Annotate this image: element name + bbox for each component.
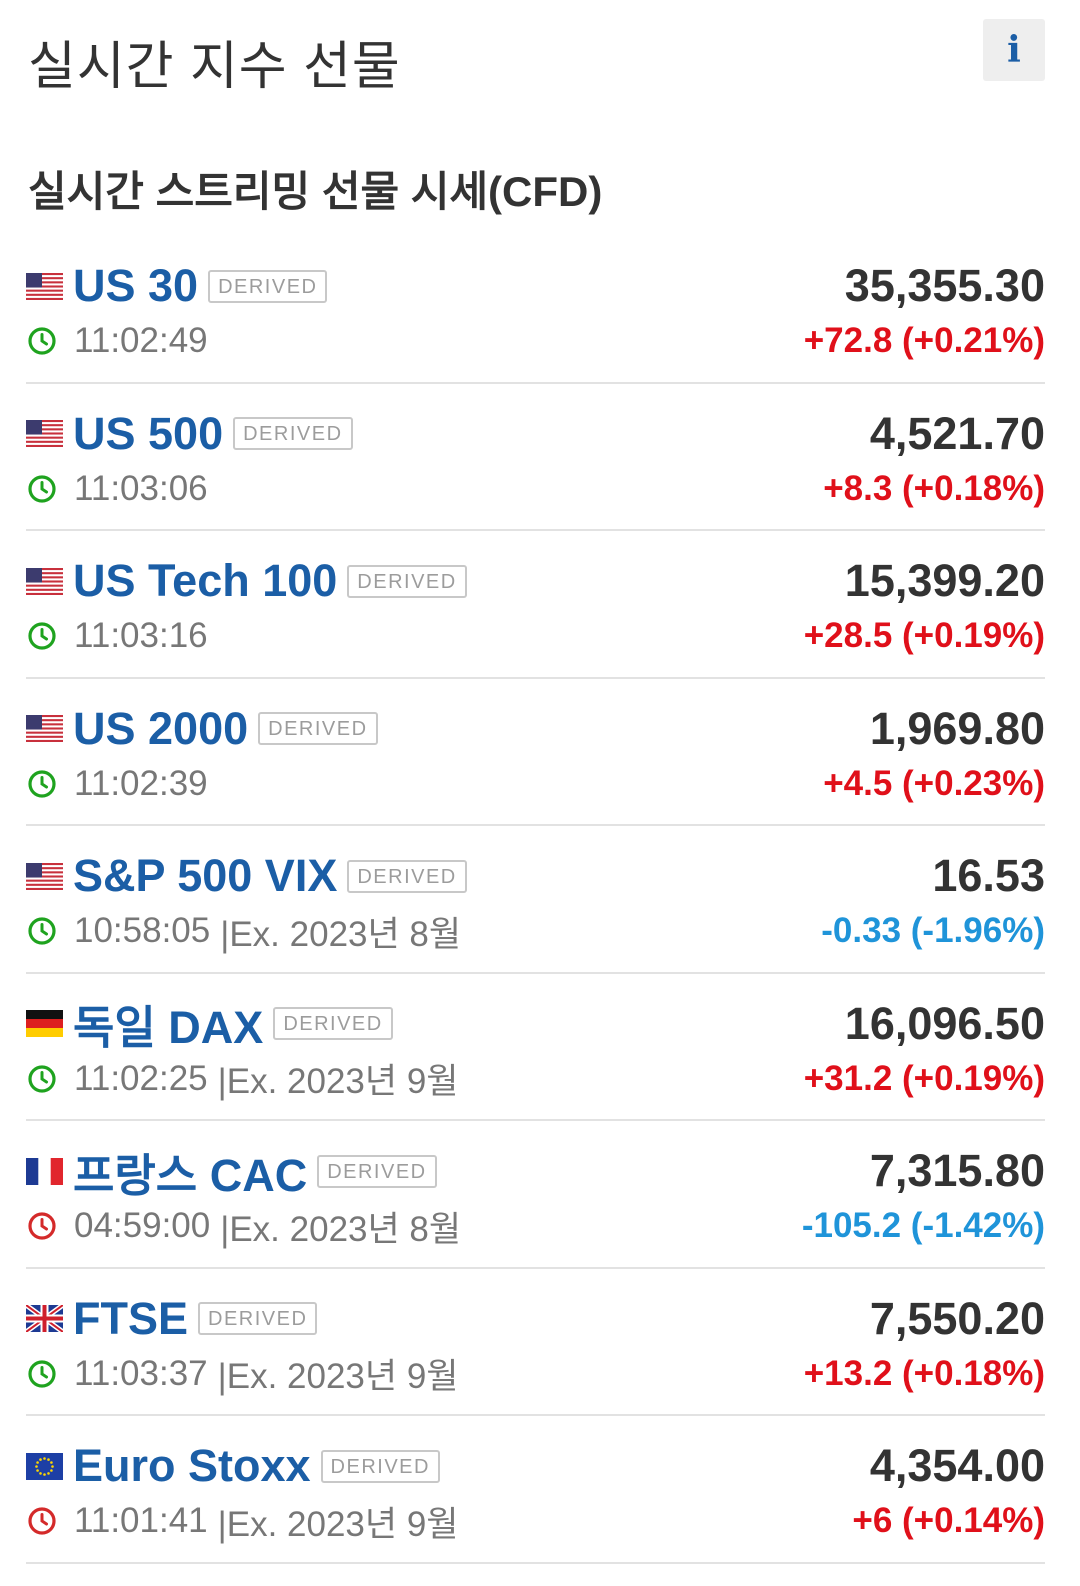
derived-badge: DERIVED	[317, 1154, 437, 1188]
instrument-name[interactable]: S&P 500 VIX	[73, 850, 338, 901]
instrument-name[interactable]: US Tech 100	[73, 555, 338, 606]
instrument-name[interactable]: US 2000	[73, 702, 249, 754]
info-icon: i	[1007, 29, 1021, 71]
update-time: 11:02:49	[74, 321, 208, 360]
price-change: -105.2 (-1.42%)	[801, 1206, 1045, 1245]
derived-badge: DERIVED	[258, 712, 378, 745]
quote-row[interactable]: 프랑스 CAC DERIVED 7,315.80 04:59:00 |Ex. 2023년…	[26, 1121, 1045, 1269]
page-title: 실시간 지수 선물	[28, 38, 401, 96]
fr-flag-icon	[26, 1157, 63, 1185]
update-time: 11:01:41	[74, 1501, 208, 1540]
expiry-month: |Ex. 2023년 8월	[220, 1209, 462, 1249]
quote-row[interactable]: US Tech 100 DERIVED 15,399.20 11:03:16 +28.5…	[26, 531, 1045, 679]
update-time: 04:59:00	[74, 1206, 211, 1245]
last-price: 16,096.50	[844, 997, 1045, 1049]
instrument-name[interactable]: 프랑스 CAC	[73, 1149, 308, 1201]
clock-icon	[28, 1212, 56, 1240]
derived-badge: DERIVED	[347, 859, 467, 893]
instrument-name[interactable]: 독일 DAX	[73, 1002, 264, 1053]
last-price: 16.53	[932, 850, 1045, 901]
last-price: 4,521.70	[869, 407, 1045, 459]
derived-badge: DERIVED	[320, 1449, 440, 1483]
clock-icon	[28, 622, 56, 650]
clock-icon	[28, 1507, 56, 1535]
clock-icon	[28, 1359, 56, 1388]
section-title: 실시간 스트리밍 선물 시세(CFD)	[28, 168, 603, 215]
quote-row[interactable]: Euro Stoxx DERIVED 4,354.00 11:01:41 |Ex. 20…	[26, 1416, 1045, 1564]
last-price: 35,355.30	[844, 260, 1045, 311]
update-time: 10:58:05	[74, 911, 211, 950]
update-time: 11:03:06	[74, 468, 208, 508]
us-flag-icon	[26, 715, 63, 742]
price-change: +6 (+0.14%)	[852, 1501, 1045, 1540]
price-change: +8.3 (+0.18%)	[823, 468, 1045, 508]
instrument-name[interactable]: Euro Stoxx	[73, 1440, 311, 1491]
expiry-month: |Ex. 2023년 9월	[217, 1504, 459, 1544]
us-flag-icon	[26, 567, 63, 595]
quote-row[interactable]: US 500 DERIVED 4,521.70 11:03:06 +8.3 (+0.18…	[26, 384, 1045, 531]
expiry-month: |Ex. 2023년 8월	[220, 914, 462, 954]
update-time: 11:03:37	[74, 1353, 208, 1393]
derived-badge: DERIVED	[198, 1302, 318, 1335]
clock-icon	[28, 474, 56, 503]
price-change: -0.33 (-1.96%)	[821, 911, 1045, 950]
uk-flag-icon	[26, 1305, 63, 1332]
info-button[interactable]: i	[983, 19, 1045, 81]
last-price: 4,354.00	[869, 1440, 1045, 1491]
clock-icon	[28, 327, 56, 355]
update-time: 11:03:16	[74, 616, 208, 655]
price-change: +13.2 (+0.18%)	[803, 1353, 1045, 1393]
clock-icon	[28, 769, 56, 798]
clock-icon	[28, 1064, 56, 1093]
clock-icon	[28, 917, 56, 945]
quote-row[interactable]: S&P 500 VIX DERIVED 16.53 10:58:05 |Ex. 2023…	[26, 826, 1045, 974]
instrument-name[interactable]: US 30	[73, 260, 199, 311]
price-change: +72.8 (+0.21%)	[803, 321, 1045, 360]
expiry-month: |Ex. 2023년 9월	[217, 1357, 459, 1396]
de-flag-icon	[26, 1010, 63, 1037]
derived-badge: DERIVED	[208, 269, 328, 303]
eu-flag-icon	[26, 1452, 63, 1480]
last-price: 1,969.80	[869, 702, 1045, 754]
instrument-name[interactable]: FTSE	[73, 1292, 189, 1344]
expiry-month: |Ex. 2023년 9월	[217, 1062, 459, 1101]
quote-row[interactable]: 독일 DAX DERIVED 16,096.50 11:02:25 |Ex. 2023년…	[26, 974, 1045, 1121]
derived-badge: DERIVED	[233, 417, 353, 450]
derived-badge: DERIVED	[347, 564, 467, 598]
derived-badge: DERIVED	[273, 1007, 393, 1040]
instrument-name[interactable]: US 500	[73, 407, 224, 459]
update-time: 11:02:39	[74, 763, 208, 803]
us-flag-icon	[26, 862, 63, 890]
update-time: 11:02:25	[74, 1058, 208, 1098]
us-flag-icon	[26, 420, 63, 447]
futures-list: US 30 DERIVED 35,355.30 11:02:49 +72.8 (+0.2…	[26, 236, 1045, 1564]
last-price: 7,315.80	[869, 1145, 1045, 1196]
last-price: 15,399.20	[844, 555, 1045, 606]
quote-row[interactable]: US 30 DERIVED 35,355.30 11:02:49 +72.8 (+0.2…	[26, 236, 1045, 384]
price-change: +4.5 (+0.23%)	[823, 763, 1045, 803]
price-change: +31.2 (+0.19%)	[803, 1058, 1045, 1098]
us-flag-icon	[26, 272, 63, 300]
quote-row[interactable]: US 2000 DERIVED 1,969.80 11:02:39 +4.5 (+0.2…	[26, 679, 1045, 826]
quote-row[interactable]: FTSE DERIVED 7,550.20 11:03:37 |Ex. 2023년 9월…	[26, 1269, 1045, 1416]
last-price: 7,550.20	[869, 1292, 1045, 1344]
price-change: +28.5 (+0.19%)	[803, 616, 1045, 655]
